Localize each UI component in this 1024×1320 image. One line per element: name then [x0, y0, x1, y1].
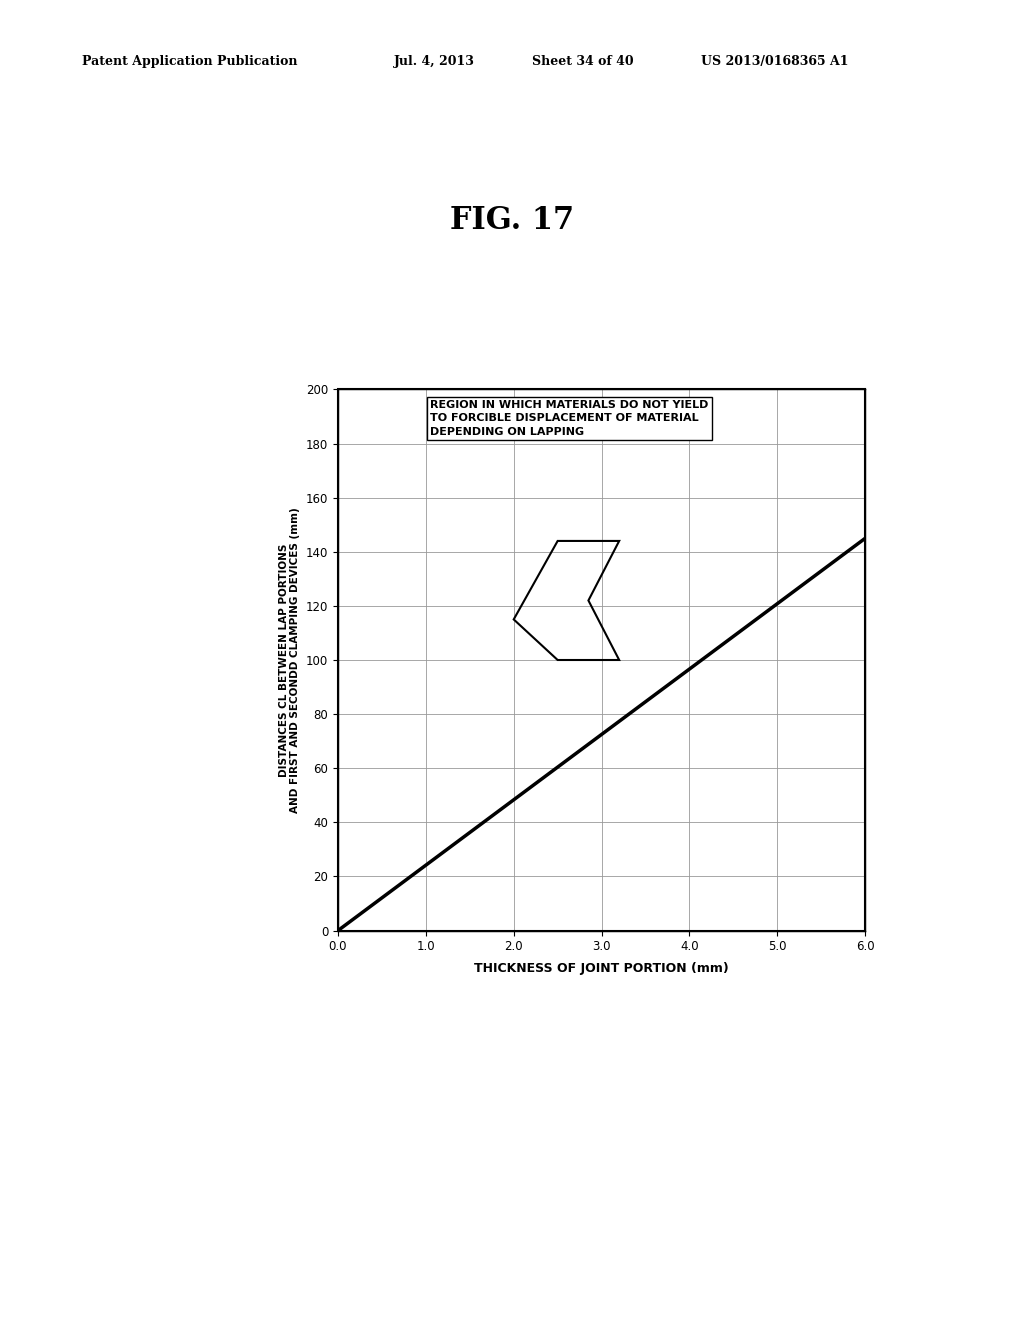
Text: Jul. 4, 2013: Jul. 4, 2013	[394, 55, 475, 69]
X-axis label: THICKNESS OF JOINT PORTION (mm): THICKNESS OF JOINT PORTION (mm)	[474, 962, 729, 974]
Text: Sheet 34 of 40: Sheet 34 of 40	[532, 55, 634, 69]
Text: US 2013/0168365 A1: US 2013/0168365 A1	[701, 55, 849, 69]
Y-axis label: DISTANCES CL BETWEEN LAP PORTIONS
AND FIRST AND SECONDD CLAMPING DEVICES (mm): DISTANCES CL BETWEEN LAP PORTIONS AND FI…	[279, 507, 300, 813]
Text: FIG. 17: FIG. 17	[450, 205, 574, 235]
Text: Patent Application Publication: Patent Application Publication	[82, 55, 297, 69]
Text: REGION IN WHICH MATERIALS DO NOT YIELD
TO FORCIBLE DISPLACEMENT OF MATERIAL
DEPE: REGION IN WHICH MATERIALS DO NOT YIELD T…	[430, 400, 709, 437]
